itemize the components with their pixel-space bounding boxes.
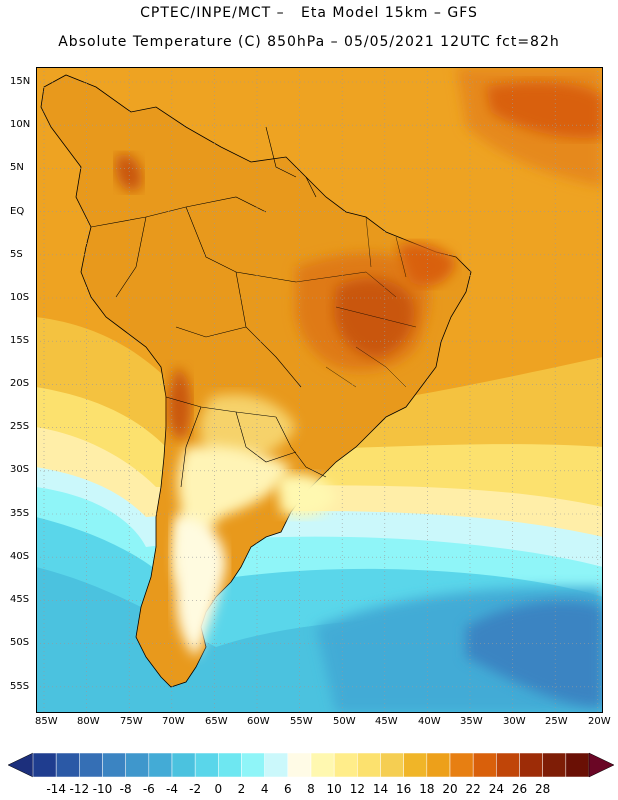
lon-label: 50W xyxy=(333,716,356,727)
lat-label: 15S xyxy=(10,335,30,346)
colorbar-label: 4 xyxy=(260,782,269,796)
colorbar-label: -4 xyxy=(166,782,178,796)
colorbar-max-arrow xyxy=(588,752,615,778)
colorbar-cell xyxy=(333,752,358,778)
colorbar-cell xyxy=(310,752,335,778)
colorbar-label: 12 xyxy=(349,782,365,796)
patagonia-mild-zone xyxy=(173,517,226,657)
colorbar-label: -14 xyxy=(46,782,66,796)
colorbar-min-arrow xyxy=(7,752,34,778)
colorbar-label: 10 xyxy=(326,782,342,796)
lon-label: 65W xyxy=(205,716,228,727)
colorbar-label: -6 xyxy=(142,782,155,796)
colorbar-label: 6 xyxy=(284,782,292,796)
lon-label: 20W xyxy=(588,716,611,727)
colorbar-cell xyxy=(357,752,381,778)
colorbar xyxy=(7,752,615,778)
map-frame xyxy=(36,67,603,713)
colorbar-label: -10 xyxy=(92,782,113,796)
colorbar-cell xyxy=(542,752,567,778)
colorbar-cell xyxy=(565,752,590,778)
lon-label: 75W xyxy=(120,716,143,727)
lon-label: 45W xyxy=(375,716,398,727)
colorbar-cell xyxy=(218,752,242,778)
south-america-land xyxy=(40,74,472,688)
lat-label: 30S xyxy=(10,464,30,475)
lon-label: 30W xyxy=(503,716,526,727)
colorbar-cell xyxy=(171,752,196,778)
colorbar-cell xyxy=(496,752,520,778)
lon-label: 35W xyxy=(460,716,483,727)
country-borders xyxy=(90,126,327,488)
lat-label: 35S xyxy=(10,508,30,519)
lon-label: 80W xyxy=(77,716,100,727)
ocean-deep-cold-patch xyxy=(466,601,603,707)
land-hottest-zone xyxy=(334,278,415,358)
lon-label: 25W xyxy=(545,716,568,727)
colorbar-cell xyxy=(79,752,103,778)
uruguay-mild-zone xyxy=(276,473,336,517)
lat-label: 40S xyxy=(10,551,30,562)
northeast-hot-zone xyxy=(396,242,456,286)
colorbar-cell xyxy=(125,752,150,778)
colombia-hot-zone xyxy=(116,154,142,192)
lat-label: 25S xyxy=(10,421,30,432)
colorbar-label: 22 xyxy=(465,782,481,796)
colorbar-cell xyxy=(32,752,57,778)
colorbar-label: 24 xyxy=(488,782,504,796)
colorbar-cell xyxy=(194,752,219,778)
lat-label: 55S xyxy=(10,681,30,692)
colorbar-label: 2 xyxy=(237,782,246,796)
colorbar-label: 26 xyxy=(511,782,528,796)
colorbar-label: 18 xyxy=(419,782,435,796)
lon-label: 60W xyxy=(247,716,270,727)
colorbar-cell xyxy=(519,752,543,778)
lat-label: 15N xyxy=(10,76,31,87)
lat-label: 10S xyxy=(10,292,30,303)
lat-label: 45S xyxy=(10,594,30,605)
title-line-1: CPTEC/INPE/MCT – Eta Model 15km – GFS xyxy=(140,5,478,21)
lat-label: 10N xyxy=(10,119,31,130)
colorbar-label: 20 xyxy=(442,782,458,796)
pampas-mild-zone xyxy=(175,445,291,587)
lat-label: 20S xyxy=(10,378,30,389)
colorbar-cells xyxy=(32,752,590,778)
lat-label: 5N xyxy=(10,162,24,173)
colorbar-label: -2 xyxy=(189,782,202,796)
lat-label: EQ xyxy=(10,206,25,217)
colorbar-cell xyxy=(264,752,289,778)
colorbar-cell xyxy=(380,752,404,778)
colorbar-label: 8 xyxy=(307,782,315,796)
colorbar-cell xyxy=(241,752,265,778)
colorbar-cell xyxy=(102,752,126,778)
colorbar-label: -8 xyxy=(119,782,132,796)
title-line-2: Absolute Temperature (C) 850hPa – 05/05/… xyxy=(58,34,560,50)
lon-label: 55W xyxy=(290,716,313,727)
lat-label: 5S xyxy=(10,249,23,260)
lon-label: 40W xyxy=(418,716,441,727)
lon-label: 85W xyxy=(35,716,58,727)
colorbar-cell xyxy=(287,752,312,778)
colorbar-cell xyxy=(426,752,451,778)
state-borders xyxy=(295,216,417,388)
temperature-map[interactable] xyxy=(36,67,603,713)
colorbar-cell xyxy=(148,752,173,778)
lat-label: 50S xyxy=(10,637,30,648)
colorbar-label: -12 xyxy=(69,782,90,796)
colorbar-cell xyxy=(403,752,428,778)
colorbar-cell xyxy=(55,752,80,778)
colorbar-label: 14 xyxy=(372,782,389,796)
colorbar-label: 16 xyxy=(396,782,412,796)
colorbar-cell xyxy=(472,752,497,778)
colorbar-label: 0 xyxy=(214,782,223,796)
colorbar-cell xyxy=(449,752,474,778)
colorbar-label: 28 xyxy=(535,782,551,796)
andes-hot-zone xyxy=(167,367,192,440)
map-gridlines xyxy=(36,67,603,713)
atlantic-hot-patch xyxy=(486,81,603,138)
lon-label: 70W xyxy=(162,716,185,727)
